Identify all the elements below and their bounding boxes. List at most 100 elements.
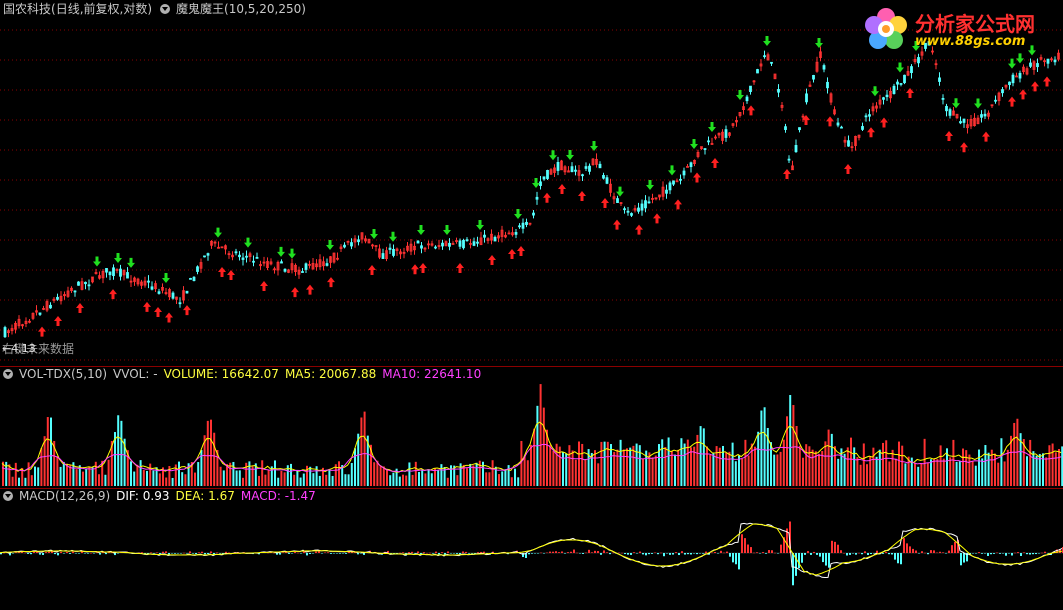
candle-body	[266, 261, 269, 268]
candle-body	[773, 73, 777, 80]
volume-bar	[242, 477, 244, 486]
volume-bar	[770, 442, 772, 486]
indicator-name[interactable]: 魔鬼魔王(10,5,20,250)	[176, 2, 306, 16]
candle-body	[101, 270, 105, 279]
volume-bar	[696, 434, 699, 486]
volume-bar	[978, 449, 980, 486]
volume-bar	[862, 443, 865, 486]
candle-body	[525, 221, 528, 225]
volume-bar	[21, 467, 24, 486]
volume-bar	[850, 437, 852, 486]
volume-bar	[997, 462, 1000, 486]
candle-body	[542, 176, 546, 180]
candle-body	[973, 117, 976, 127]
macd-histogram-bar	[861, 553, 863, 555]
candle-body	[304, 263, 308, 270]
volume-bar	[690, 447, 692, 486]
macd-histogram-bar	[198, 552, 200, 553]
sell-signal-arrow-icon	[214, 227, 222, 238]
macd-histogram-bar	[621, 552, 623, 554]
price-panel[interactable]: 国农科技(日线,前复权,对数) 魔鬼魔王(10,5,20,250) 右键未来数据 …	[0, 0, 1063, 366]
candle-body	[770, 61, 773, 64]
candle-body	[567, 170, 570, 173]
candle-body	[546, 170, 549, 179]
volume-bar	[50, 417, 52, 486]
candle-body	[591, 158, 595, 166]
volume-bar	[882, 442, 884, 486]
volume-bar	[955, 461, 958, 486]
candle-body	[791, 165, 794, 171]
macd-histogram-bar	[984, 553, 986, 554]
volume-bar	[184, 474, 187, 486]
macd-histogram-bar	[3, 552, 5, 554]
volume-bar	[155, 467, 158, 486]
volume-bar	[494, 466, 497, 486]
volume-bar	[706, 446, 708, 486]
volume-bar	[1000, 438, 1003, 486]
macd-histogram-bar	[711, 552, 713, 554]
candle-body	[262, 261, 266, 264]
candle-body	[833, 109, 836, 115]
volume-bar	[357, 433, 360, 486]
candle-body	[185, 290, 189, 294]
volume-bar	[101, 460, 104, 486]
dropdown-icon[interactable]	[3, 491, 13, 501]
volume-panel[interactable]: VOL-TDX(5,10) VVOL: - VOLUME: 16642.07 MA5:…	[0, 366, 1063, 488]
volume-bar	[891, 449, 894, 486]
macd-histogram-bar	[624, 553, 626, 555]
candle-body	[315, 263, 318, 268]
macd-histogram-bar	[813, 551, 815, 553]
macd-histogram-bar	[162, 551, 164, 553]
volume-bar	[779, 451, 782, 486]
candle-body	[73, 290, 77, 293]
macd-histogram-bar	[336, 553, 338, 554]
candlestick-chart[interactable]	[0, 0, 1063, 366]
macd-indicator-name[interactable]: MACD(12,26,9)	[19, 489, 111, 503]
dea-value: DEA: 1.67	[175, 489, 235, 503]
volume-bar	[270, 466, 273, 486]
candle-body	[766, 54, 770, 61]
candle-body	[584, 166, 588, 169]
candle-body	[80, 281, 84, 290]
macd-histogram-bar	[906, 543, 908, 553]
macd-histogram-bar	[402, 552, 404, 553]
sell-signal-arrow-icon	[277, 246, 285, 257]
volume-bar	[824, 441, 827, 486]
vol-indicator-name[interactable]: VOL-TDX(5,10)	[19, 367, 108, 381]
candle-body	[94, 272, 98, 274]
volume-bar	[149, 463, 152, 486]
volume-bar	[315, 466, 318, 486]
buy-signal-arrow-icon	[54, 316, 62, 326]
volume-bar	[658, 444, 660, 486]
volume-bar	[949, 457, 952, 486]
volume-bar	[718, 447, 721, 486]
macd-chart[interactable]	[0, 488, 1063, 610]
stock-name: 国农科技	[3, 2, 52, 16]
candle-body	[535, 196, 539, 200]
candle-body	[850, 146, 854, 149]
candle-body	[395, 248, 399, 251]
candle-body	[168, 289, 171, 298]
candle-body	[371, 244, 374, 247]
macd-histogram-bar	[393, 553, 395, 554]
candle-body	[1022, 66, 1025, 73]
candle-body	[1057, 52, 1060, 60]
macd-histogram-bar	[942, 552, 944, 553]
macd-panel[interactable]: MACD(12,26,9) DIF: 0.93 DEA: 1.67 MACD: -1.…	[0, 488, 1063, 610]
volume-bar	[565, 453, 568, 486]
volume-bar	[987, 452, 990, 486]
candle-body	[819, 51, 822, 58]
macd-histogram-bar	[9, 553, 11, 556]
macd-histogram-bar	[987, 553, 989, 556]
candle-body	[105, 268, 108, 273]
macd-histogram-bar	[630, 553, 632, 555]
dropdown-icon[interactable]	[3, 369, 13, 379]
candle-body	[38, 312, 42, 315]
macd-histogram-bar	[480, 551, 482, 553]
dropdown-icon[interactable]	[160, 4, 171, 14]
candle-body	[703, 148, 707, 150]
volume-chart[interactable]	[0, 366, 1063, 488]
candle-body	[787, 158, 791, 161]
volume-bar	[763, 407, 766, 486]
candle-body	[875, 105, 878, 109]
